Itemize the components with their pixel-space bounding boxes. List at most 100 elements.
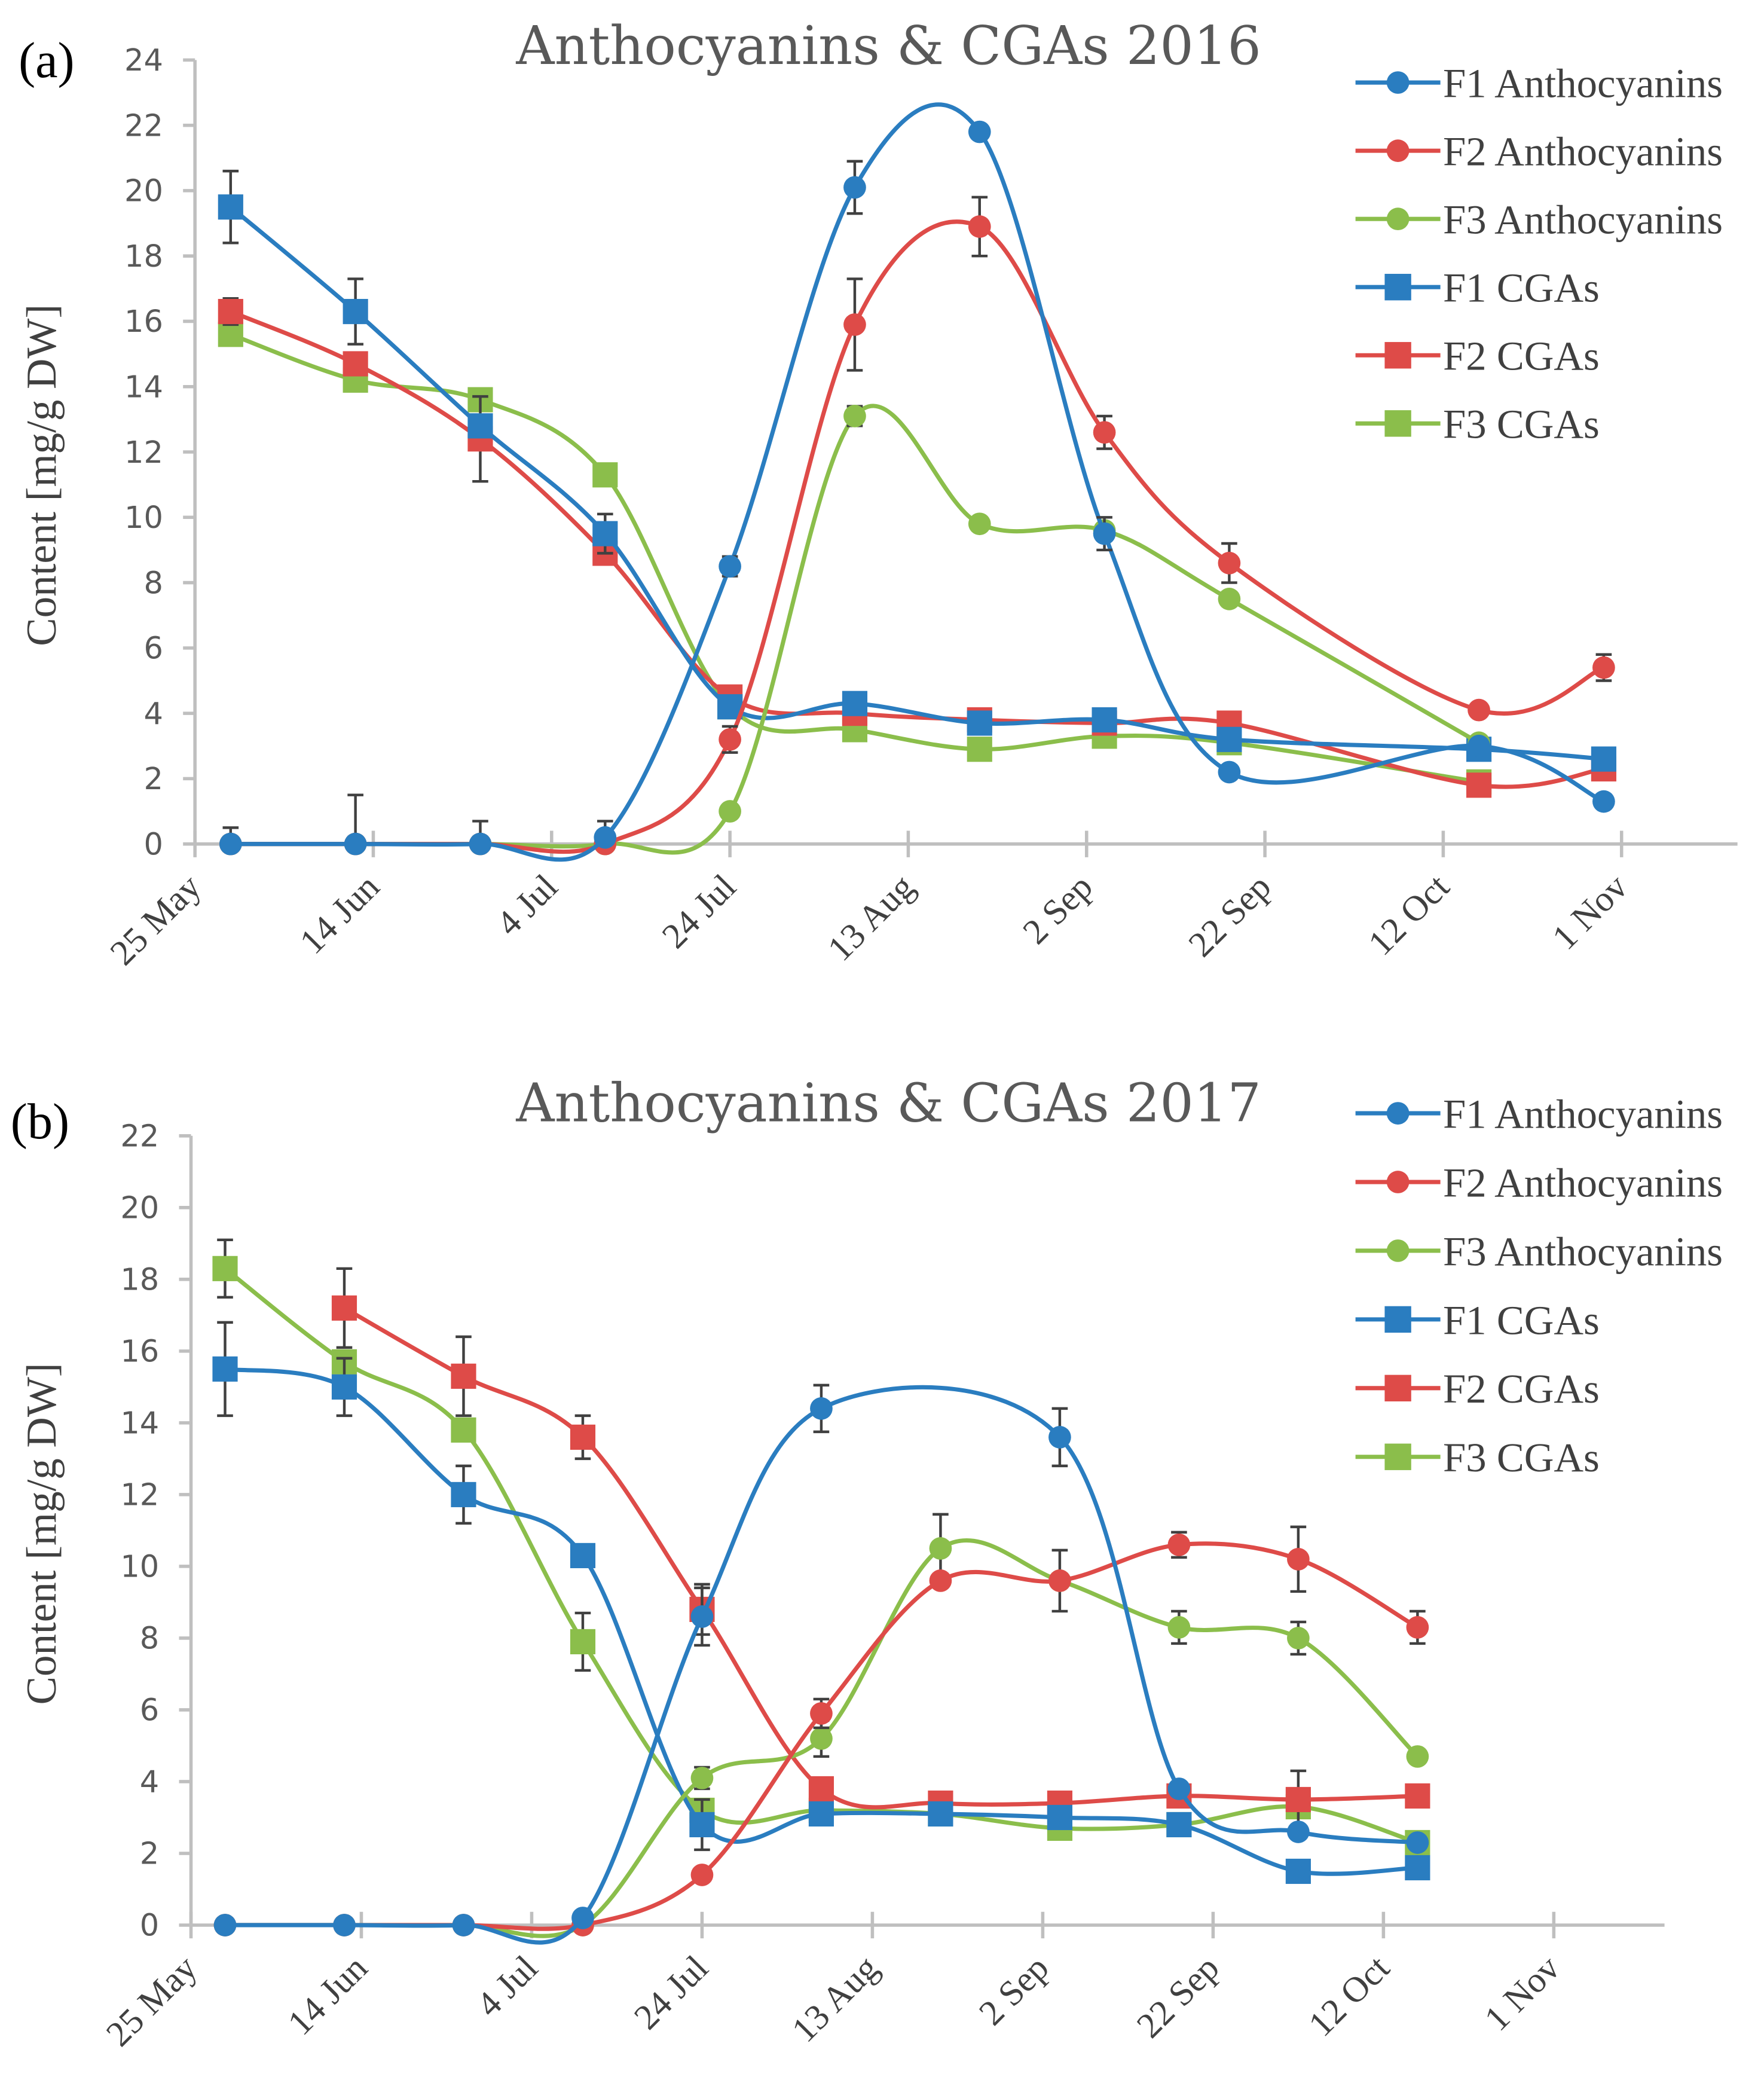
legend-item: F1 Anthocyanins — [1355, 60, 1723, 106]
legend-item: F2 CGAs — [1355, 1366, 1600, 1412]
data-point — [843, 313, 866, 336]
y-tick-label: 18 — [124, 239, 163, 274]
x-tick-label: 2 Sep — [971, 1948, 1056, 2033]
legend-label: F1 Anthocyanins — [1443, 60, 1723, 106]
series-line — [230, 404, 1480, 855]
y-tick-label: 20 — [120, 1191, 159, 1226]
series-line — [343, 1306, 1418, 1810]
data-point — [343, 298, 368, 325]
legend-label: F1 Anthocyanins — [1443, 1091, 1723, 1137]
y-tick-label: 18 — [120, 1263, 159, 1298]
x-tick-label: 24 Jul — [626, 1948, 716, 2037]
y-tick-label: 22 — [120, 1119, 159, 1154]
data-point — [689, 1812, 715, 1838]
legend-item: F3 Anthocyanins — [1355, 1229, 1723, 1274]
data-point — [1592, 656, 1615, 679]
data-point — [810, 1727, 833, 1750]
data-point — [1285, 1786, 1311, 1813]
series-line — [230, 309, 1604, 789]
series-f1-cgas — [218, 169, 1616, 772]
data-point — [218, 298, 243, 325]
y-tick-label: 4 — [140, 1765, 159, 1800]
data-point — [968, 215, 991, 238]
data-point — [1218, 551, 1241, 575]
data-point — [1218, 760, 1241, 784]
data-point — [719, 800, 741, 823]
x-tick-label: 25 May — [99, 1948, 204, 2054]
data-point — [451, 1417, 476, 1443]
series-f2-cgas — [218, 297, 1616, 798]
legend-label: F2 CGAs — [1443, 334, 1600, 379]
chart-title: Anthocyanins & CGAs 2016 — [515, 15, 1261, 77]
data-point — [212, 1256, 238, 1281]
data-point — [690, 1605, 714, 1628]
data-point — [331, 1374, 357, 1400]
data-point — [592, 462, 618, 488]
y-tick-label: 10 — [120, 1550, 159, 1585]
data-point — [570, 1629, 596, 1654]
x-tick-label: 12 Oct — [1301, 1948, 1397, 2044]
legend-item: F3 Anthocyanins — [1355, 197, 1723, 243]
data-point — [808, 1776, 834, 1802]
y-tick-label: 12 — [120, 1478, 159, 1513]
legend-label: F3 Anthocyanins — [1443, 1229, 1723, 1274]
x-tick-label: 13 Aug — [820, 867, 922, 969]
y-tick-label: 8 — [140, 1621, 159, 1657]
data-point — [469, 832, 492, 856]
legend-item: F1 Anthocyanins — [1355, 1091, 1723, 1137]
data-point — [1468, 698, 1490, 722]
x-tick-label: 14 Jun — [280, 1948, 375, 2042]
data-point — [1218, 588, 1241, 610]
series-line — [224, 1367, 1418, 1876]
data-point — [1591, 746, 1616, 772]
y-tick-label: 14 — [120, 1406, 159, 1441]
data-point — [1405, 1783, 1430, 1809]
series-f1-anthocyanins — [213, 1383, 1429, 1945]
legend-label: F3 CGAs — [1443, 1435, 1600, 1480]
series-f1-anthocyanins — [219, 102, 1615, 862]
y-tick-label: 6 — [143, 631, 163, 667]
data-point — [452, 1914, 475, 1936]
y-tick-label: 22 — [124, 108, 163, 143]
y-tick-label: 0 — [140, 1908, 159, 1944]
y-axis-label: Content [mg/g DW] — [19, 1363, 65, 1705]
panel-label: (a) — [19, 33, 75, 88]
data-point — [1405, 1855, 1430, 1881]
data-point — [810, 1397, 833, 1420]
legend-marker-circle — [1386, 71, 1410, 94]
series-line — [230, 102, 1605, 862]
data-point — [808, 1801, 834, 1827]
data-point — [1092, 707, 1117, 733]
data-point — [213, 1914, 237, 1936]
data-point — [1406, 1745, 1429, 1768]
chart-panel-b: (b) Anthocyanins & CGAs 2017 Content [mg/g… — [11, 1072, 1723, 2054]
legend-item: F1 CGAs — [1355, 1297, 1600, 1343]
x-tick-label: 22 Sep — [1129, 1948, 1227, 2045]
data-point — [218, 194, 243, 220]
data-point — [1048, 1569, 1071, 1592]
x-tick-label: 13 Aug — [784, 1948, 886, 2049]
data-point — [344, 832, 367, 856]
legend-label: F2 Anthocyanins — [1443, 1160, 1723, 1205]
x-tick-label: 14 Jun — [292, 867, 387, 961]
legend: F1 Anthocyanins F2 Anthocyanins F3 Anthocy… — [1355, 1091, 1723, 1480]
data-point — [331, 1295, 357, 1321]
x-tick-label: 12 Oct — [1361, 866, 1457, 963]
legend-item: F2 CGAs — [1355, 334, 1600, 379]
legend-label: F1 CGAs — [1443, 1297, 1600, 1343]
chart-panel-a: (a) Anthocyanins & CGAs 2016 Content [mg/g… — [19, 15, 1738, 973]
x-tick-label: 4 Jul — [488, 867, 565, 943]
data-point — [1287, 1821, 1310, 1843]
y-tick-label: 16 — [120, 1334, 159, 1370]
legend-marker-circle — [1386, 1239, 1410, 1262]
y-tick-label: 2 — [140, 1837, 159, 1872]
data-point — [1406, 1831, 1429, 1854]
x-tick-label: 24 Jul — [655, 867, 744, 956]
y-tick-label: 8 — [143, 566, 163, 601]
x-tick-label: 25 May — [102, 867, 208, 973]
legend-marker-circle — [1386, 207, 1410, 231]
y-tick-label: 0 — [143, 827, 163, 862]
legend-item: F1 CGAs — [1355, 265, 1600, 311]
